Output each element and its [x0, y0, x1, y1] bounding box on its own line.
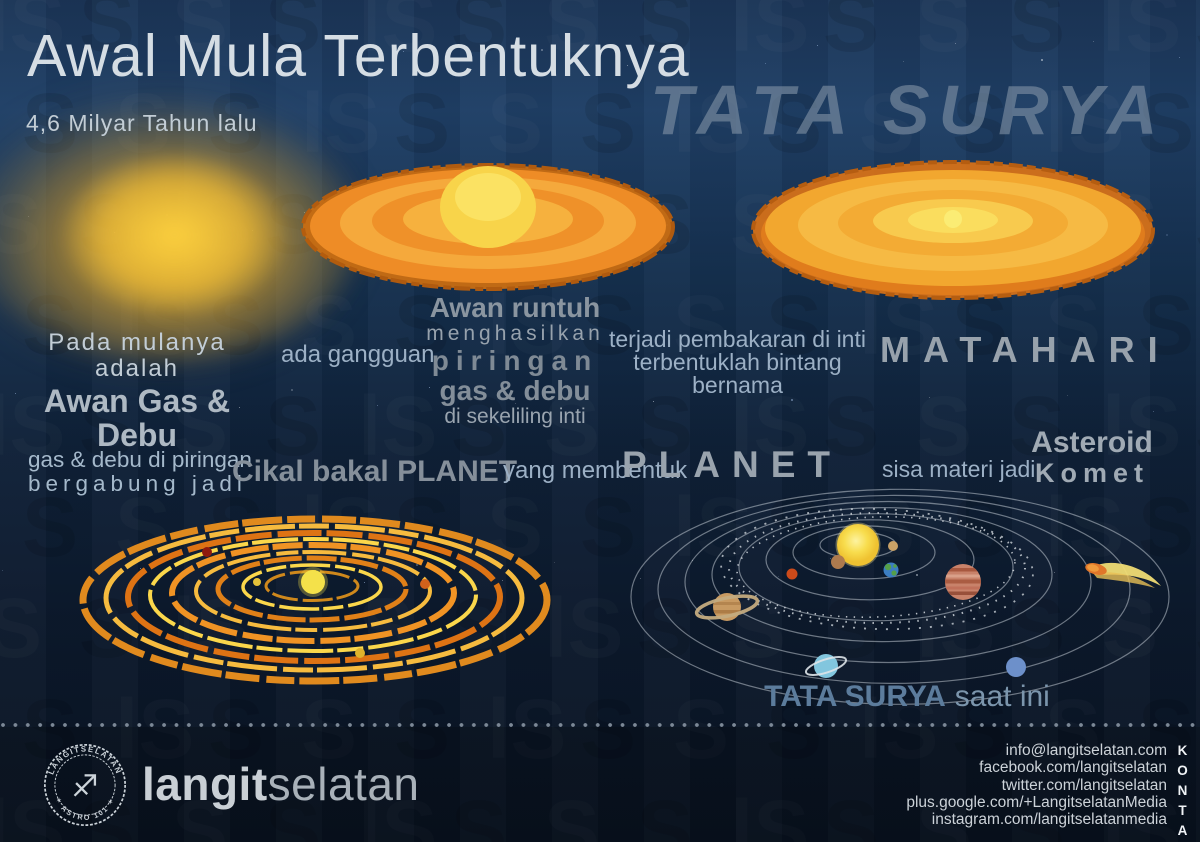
- planet-label: PLANET: [622, 444, 842, 485]
- contact-facebook[interactable]: facebook.com/langitselatan: [979, 759, 1167, 777]
- planet-uranus: [804, 654, 848, 678]
- matahari-label: MATAHARI: [880, 329, 1171, 370]
- solar-system-diagram: [630, 488, 1170, 705]
- kontak-vertical-label: KONTAK: [1175, 743, 1190, 842]
- comet: [1085, 562, 1161, 588]
- planetesimal-orange: [420, 579, 430, 589]
- step6-text: gas & debu di piringan bergabung jadi: [28, 447, 252, 497]
- archer-centaur-icon: ♐: [71, 769, 98, 803]
- page-title: Awal Mula Terbentuknya: [27, 23, 690, 89]
- dotted-separator: [0, 722, 1200, 728]
- step1-text: Pada mulanya adalah Awan Gas & Debu: [43, 329, 231, 454]
- step8-text: yang membentuk: [503, 457, 688, 484]
- sun: [837, 524, 879, 566]
- proto-sun: [944, 210, 962, 228]
- planet-earth: [883, 562, 899, 578]
- contact-email[interactable]: info@langitselatan.com: [1005, 742, 1167, 759]
- planet-venus: [831, 555, 845, 569]
- footer-band: [0, 727, 1200, 842]
- brand-light: selatan: [267, 758, 420, 810]
- planet-forming-rings-illustration: [79, 515, 551, 685]
- planet-orbits: [630, 488, 1170, 705]
- young-sun: [301, 570, 325, 594]
- caption-bold: TATA SURYA: [764, 680, 946, 713]
- planet-neptune: [1006, 657, 1026, 677]
- contact-list: info@langitselatan.com facebook.com/lang…: [906, 742, 1167, 828]
- step4-text: terjadi pembakaran di inti terbentuklah …: [609, 326, 866, 398]
- langitselatan-stamp-logo: LANGITSELATAN ✶ ASTRO 101 ✶ ♐: [44, 744, 126, 826]
- step2-text: ada gangguan: [281, 341, 435, 368]
- planet-saturn: [694, 593, 760, 621]
- planet-mercury: [888, 541, 898, 551]
- brand-wordmark: langitselatan: [142, 757, 420, 811]
- cikal-bakal-planet-label: Cikal bakal PLANET: [232, 455, 518, 488]
- gas-dust-nebula-core: [62, 152, 287, 317]
- collapsing-disk-illustration: [301, 163, 675, 291]
- planetesimal-yellow-small: [253, 578, 261, 586]
- big-title-tata-surya: TATA SURYA: [650, 71, 1167, 149]
- step3-text: Awan runtuh menghasilkan piringan gas & …: [426, 292, 604, 429]
- solar-system-caption: TATA SURYA saat ini: [752, 680, 1062, 714]
- step10-text: sisa materi jadi: [882, 456, 1036, 482]
- caption-light: saat ini: [954, 680, 1050, 713]
- asteroid-belt: [720, 507, 1034, 631]
- asteroid-komet-label: Asteroid Komet: [1031, 426, 1153, 489]
- contact-googleplus[interactable]: plus.google.com/+LangitselatanMedia: [906, 793, 1167, 811]
- planetesimal-red: [202, 547, 212, 557]
- brand-bold: langit: [142, 758, 268, 810]
- contact-twitter[interactable]: twitter.com/langitselatan: [1001, 776, 1167, 794]
- planet-mars: [786, 568, 798, 580]
- contact-instagram[interactable]: instagram.com/langitselatanmedia: [931, 811, 1167, 829]
- protoplanetary-disk-illustration: [751, 160, 1155, 300]
- planet-jupiter: [945, 564, 981, 600]
- planetesimal-yellow: [355, 648, 365, 658]
- age-subtitle: 4,6 Milyar Tahun lalu: [26, 110, 258, 136]
